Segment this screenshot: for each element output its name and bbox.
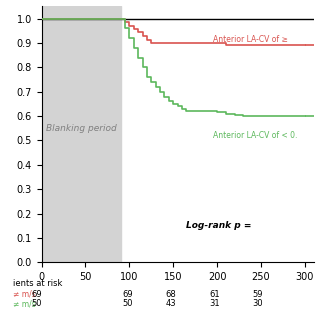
Text: 31: 31 [209, 300, 220, 308]
Text: 30: 30 [252, 300, 263, 308]
Text: Anterior LA-CV of ≥: Anterior LA-CV of ≥ [213, 35, 288, 44]
Text: ients at risk: ients at risk [13, 279, 62, 288]
Text: 68: 68 [166, 290, 177, 299]
Text: 43: 43 [166, 300, 177, 308]
Text: Log-rank p =: Log-rank p = [186, 221, 252, 230]
Text: 50: 50 [32, 300, 42, 308]
Text: 69: 69 [123, 290, 133, 299]
Text: 61: 61 [209, 290, 220, 299]
Text: 50: 50 [123, 300, 133, 308]
Text: 59: 59 [252, 290, 263, 299]
Bar [42, 6, 121, 262]
Text: Blanking period: Blanking period [46, 124, 116, 133]
Text: ≠ m/s: ≠ m/s [13, 300, 36, 308]
Text: ≠ m/s: ≠ m/s [13, 290, 36, 299]
Text: 69: 69 [31, 290, 42, 299]
Text: Anterior LA-CV of < 0.: Anterior LA-CV of < 0. [213, 131, 297, 140]
